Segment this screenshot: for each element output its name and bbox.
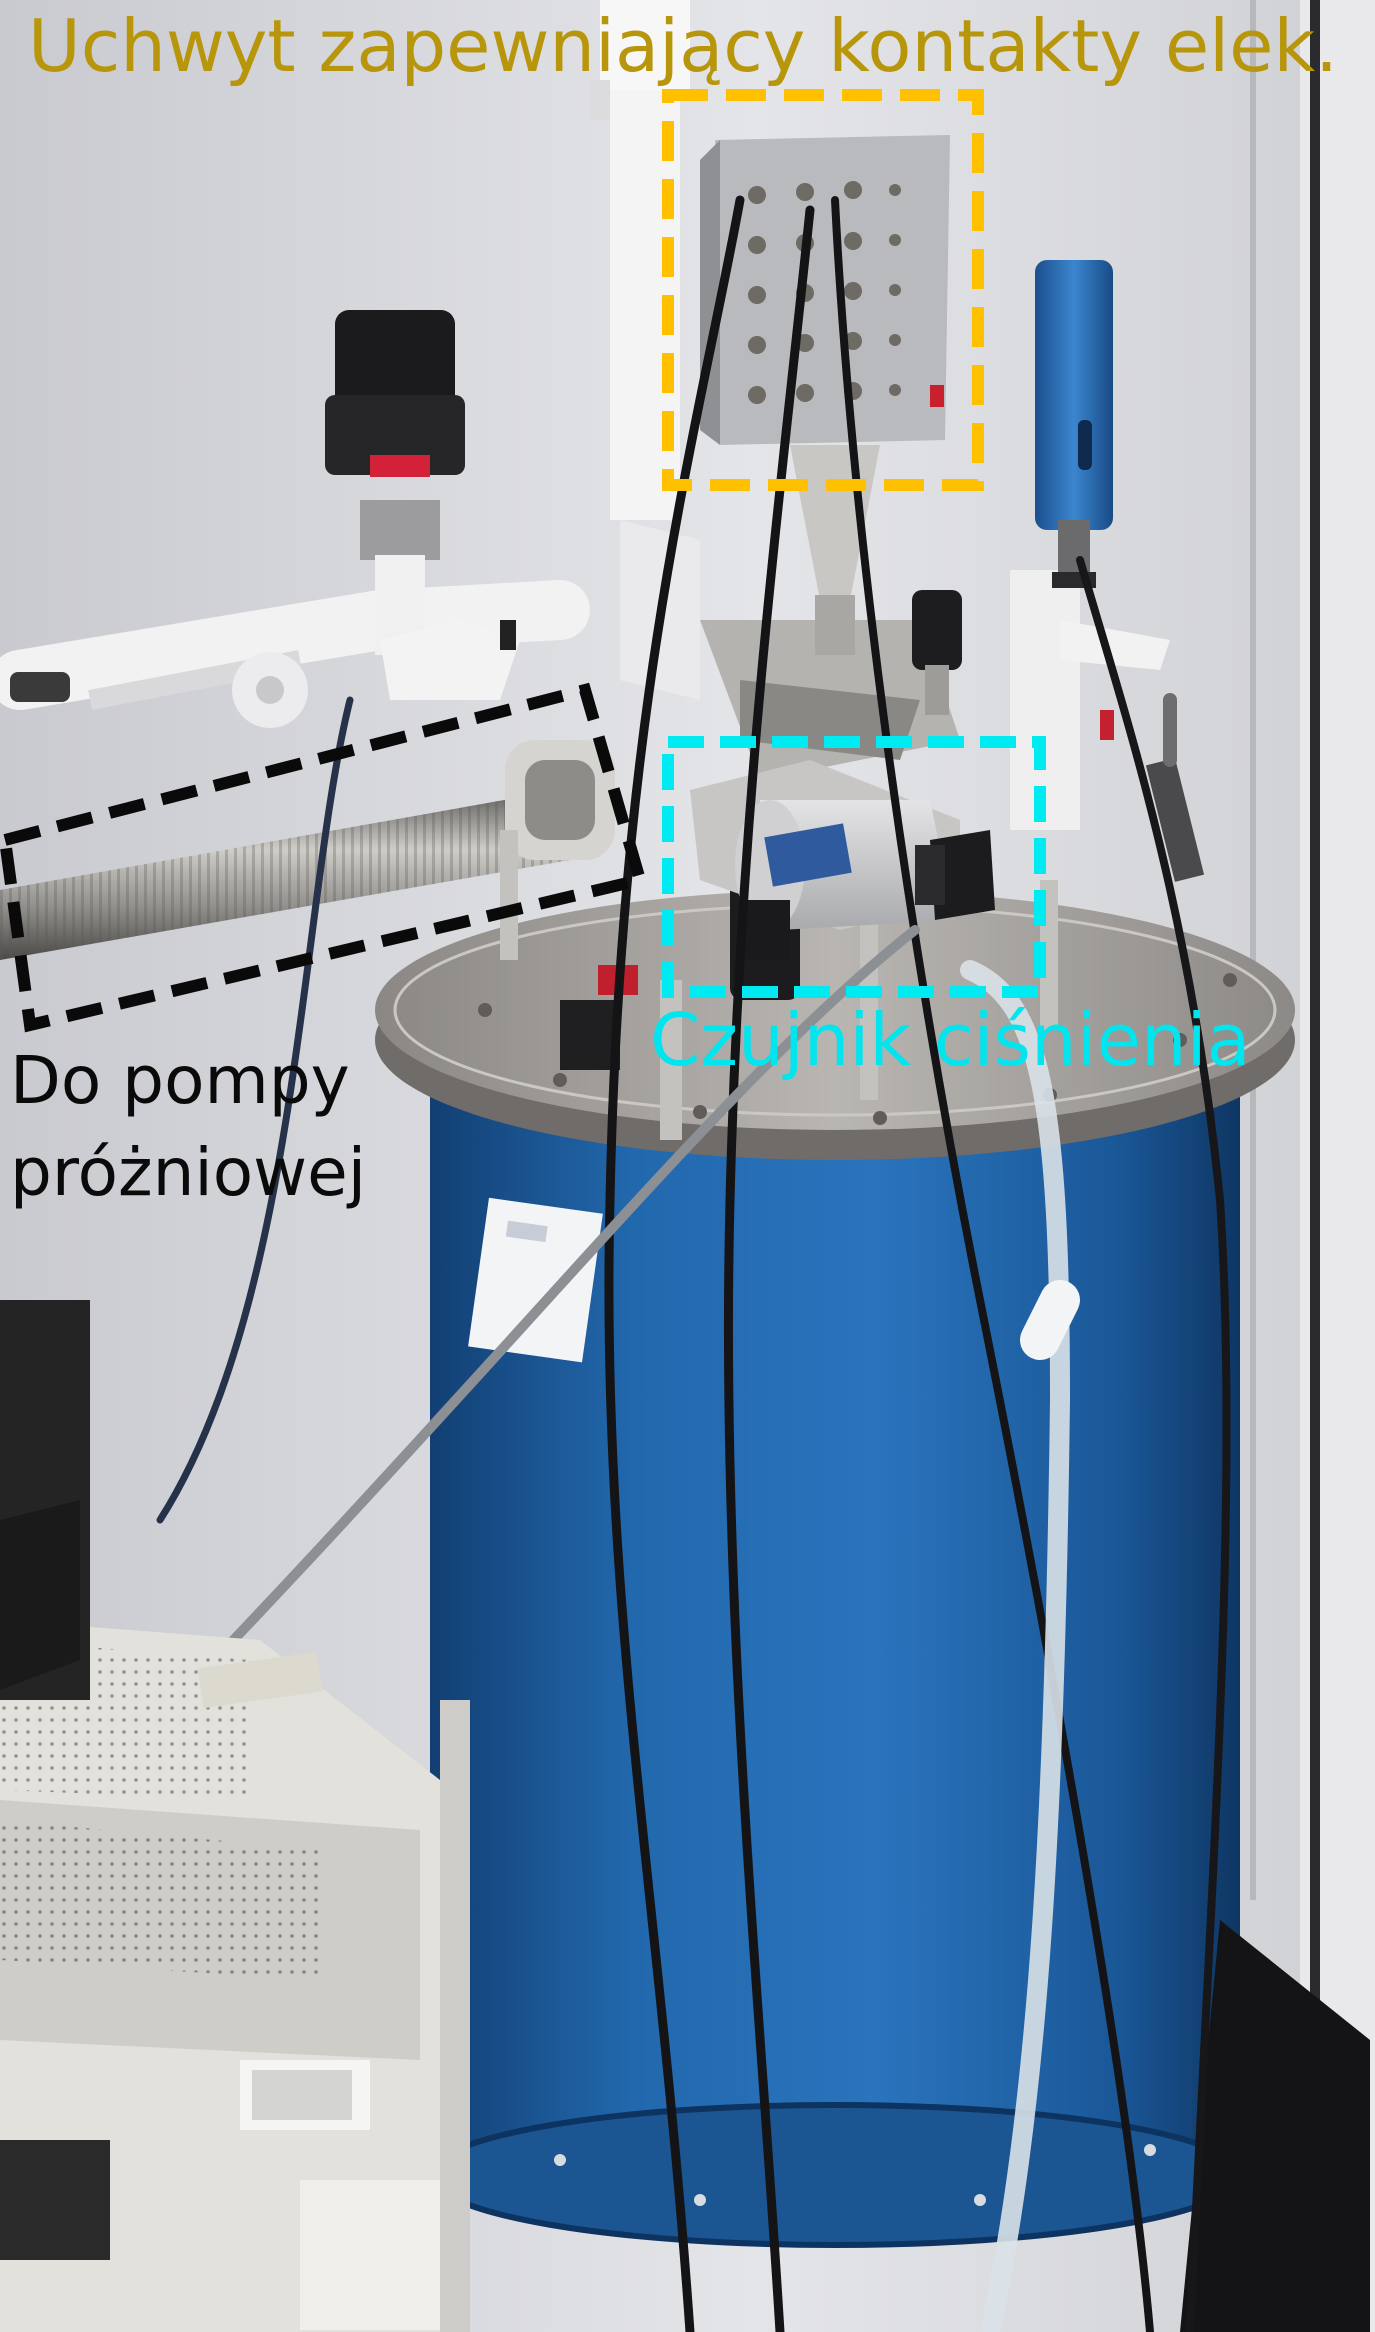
lab-instruments <box>0 1300 470 2332</box>
dewar <box>427 1020 1370 2332</box>
holder-label: Uchwyt zapewniający kontakty elek. <box>28 4 1339 88</box>
pump-highlight-box <box>0 682 648 1033</box>
sensor-highlight-box <box>662 736 1046 998</box>
vacuum-pump-label: Do pompy próżniowej <box>10 1042 367 1212</box>
bellows-hose <box>0 740 615 960</box>
holder-highlight-box <box>662 89 984 491</box>
pressure-sensor-label: Czujnik ciśnienia <box>650 998 1251 1082</box>
